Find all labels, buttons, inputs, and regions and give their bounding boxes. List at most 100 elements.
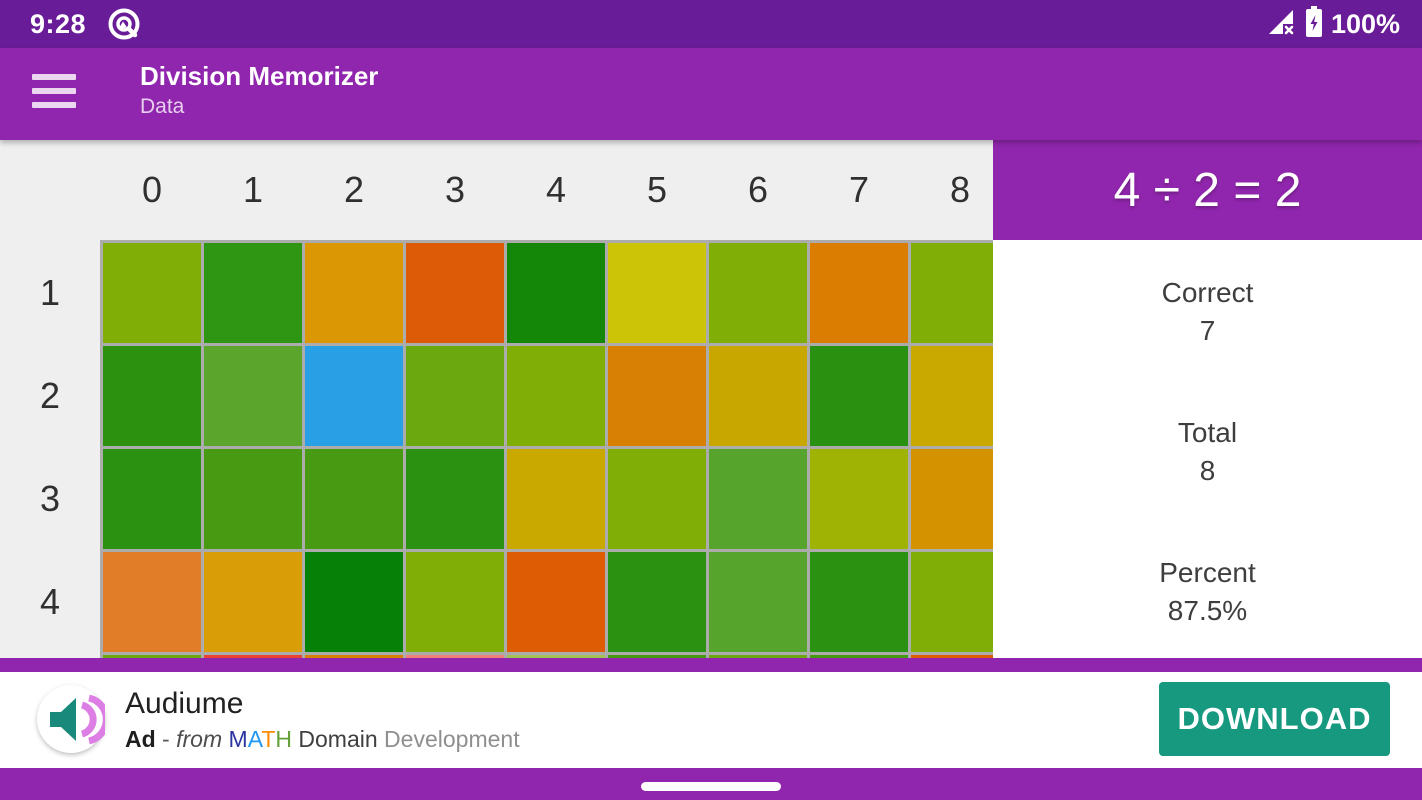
grid-cell[interactable] <box>103 552 201 652</box>
ad-brand-math: MATH <box>229 726 293 752</box>
stats-list: Correct 7 Total 8 Percent 87.5% <box>993 240 1422 694</box>
grid-cell[interactable] <box>709 346 807 446</box>
grid-cell[interactable] <box>608 243 706 343</box>
clock: 9:28 <box>30 8 87 39</box>
equation-text: 4 ÷ 2 = 2 <box>1113 163 1302 217</box>
app-subtitle: Data <box>140 95 185 118</box>
grid-cell[interactable] <box>406 552 504 652</box>
ad-brand-letter: T <box>261 726 276 752</box>
grid-cell[interactable] <box>305 243 403 343</box>
grid-cells <box>100 240 993 658</box>
grid-cell[interactable] <box>911 346 993 446</box>
grid-row-header: 2 <box>39 375 61 416</box>
grid-cell[interactable] <box>305 449 403 549</box>
grid-cell[interactable] <box>507 552 605 652</box>
grid-row-header: 4 <box>39 581 61 622</box>
grid-cell[interactable] <box>204 655 302 658</box>
grid-cell[interactable] <box>911 655 993 658</box>
grid-column-header: 8 <box>949 169 971 210</box>
battery-percent: 100% <box>1330 8 1400 39</box>
grid-row-header: 1 <box>39 272 61 313</box>
stat-value: 7 <box>1199 315 1216 346</box>
grid-row-headers: 1 2 3 4 <box>0 243 100 652</box>
grid-cell[interactable] <box>406 346 504 446</box>
grid-cell[interactable] <box>810 655 908 658</box>
grid-cell[interactable] <box>204 552 302 652</box>
ad-brand-development: Development <box>377 726 520 752</box>
grid-column-header: 7 <box>848 169 870 210</box>
stat-value: 87.5% <box>1167 595 1248 626</box>
gesture-nav-bar <box>0 768 1422 800</box>
stat-label: Correct <box>1161 277 1254 308</box>
grid-cell[interactable] <box>406 449 504 549</box>
grid-cell[interactable] <box>305 655 403 658</box>
grid-cell[interactable] <box>406 243 504 343</box>
grid-cell[interactable] <box>507 449 605 549</box>
ad-brand-letter: A <box>247 726 262 752</box>
grid-cell[interactable] <box>507 243 605 343</box>
grid-cell[interactable] <box>608 449 706 549</box>
status-bar: 9:28 100% <box>0 0 1422 48</box>
app-bar: Division Memorizer Data <box>0 48 1422 140</box>
ad-title: Audiume <box>125 687 244 720</box>
grid-cell[interactable] <box>204 346 302 446</box>
menu-icon[interactable] <box>32 74 76 112</box>
grid-cell[interactable] <box>103 449 201 549</box>
grid-column-headers: 0 1 2 3 4 5 6 7 8 <box>103 140 993 240</box>
stat-group: Correct 7 <box>993 274 1422 350</box>
stat-group: Total 8 <box>993 414 1422 490</box>
grid-cell[interactable] <box>305 552 403 652</box>
grid-column-header: 6 <box>747 169 769 210</box>
grid-cell[interactable] <box>103 655 201 658</box>
ad-banner[interactable]: Audiume Ad - from MATH Domain Developmen… <box>0 672 1422 768</box>
grid-cell[interactable] <box>709 655 807 658</box>
ad-from-word: from <box>176 726 223 752</box>
grid-cell[interactable] <box>810 346 908 446</box>
grid-cell[interactable] <box>103 243 201 343</box>
android-q-icon <box>106 6 142 42</box>
grid-column-header: 1 <box>242 169 264 210</box>
grid-cell[interactable] <box>204 243 302 343</box>
grid-cell[interactable] <box>608 346 706 446</box>
grid-column-header: 0 <box>141 169 163 210</box>
download-button[interactable]: DOWNLOAD <box>1159 682 1390 756</box>
equation-header: 4 ÷ 2 = 2 <box>993 140 1422 240</box>
grid-cell[interactable] <box>709 552 807 652</box>
grid-cell[interactable] <box>507 346 605 446</box>
grid-cell[interactable] <box>608 655 706 658</box>
grid-cell[interactable] <box>507 655 605 658</box>
gesture-pill-handle[interactable] <box>641 782 781 791</box>
battery-charging-icon <box>1305 5 1323 43</box>
grid-cell[interactable] <box>103 346 201 446</box>
grid-cell[interactable] <box>810 449 908 549</box>
grid-cell[interactable] <box>911 449 993 549</box>
ad-brand-letter: H <box>275 726 293 752</box>
ad-app-icon[interactable] <box>37 685 110 753</box>
grid-cell[interactable] <box>810 243 908 343</box>
ad-subline: Ad - from MATH Domain Development <box>125 726 520 752</box>
ad-brand-domain: Domain <box>292 726 378 752</box>
grid-cell[interactable] <box>709 449 807 549</box>
ad-brand-letter: M <box>228 726 248 752</box>
division-grid: 0 1 2 3 4 5 6 7 8 1 2 3 4 <box>0 140 993 658</box>
ad-badge: Ad <box>125 726 156 752</box>
grid-column-header: 3 <box>444 169 466 210</box>
grid-cell[interactable] <box>608 552 706 652</box>
app-title: Division Memorizer <box>140 61 379 91</box>
grid-column-header: 2 <box>343 169 365 210</box>
grid-cell[interactable] <box>911 243 993 343</box>
content-background-strip <box>0 658 1422 672</box>
stat-label: Percent <box>1159 557 1256 588</box>
stat-value: 8 <box>1199 455 1216 486</box>
grid-cell[interactable] <box>709 243 807 343</box>
stats-panel: 4 ÷ 2 = 2 Correct 7 Total 8 Percent 87.5% <box>993 140 1422 658</box>
stat-label: Total <box>1177 417 1238 448</box>
stat-group: Percent 87.5% <box>993 554 1422 630</box>
grid-cell[interactable] <box>911 552 993 652</box>
grid-column-header: 5 <box>646 169 668 210</box>
grid-row-header: 3 <box>39 478 61 519</box>
grid-cell[interactable] <box>406 655 504 658</box>
grid-cell[interactable] <box>305 346 403 446</box>
grid-cell[interactable] <box>810 552 908 652</box>
grid-cell[interactable] <box>204 449 302 549</box>
